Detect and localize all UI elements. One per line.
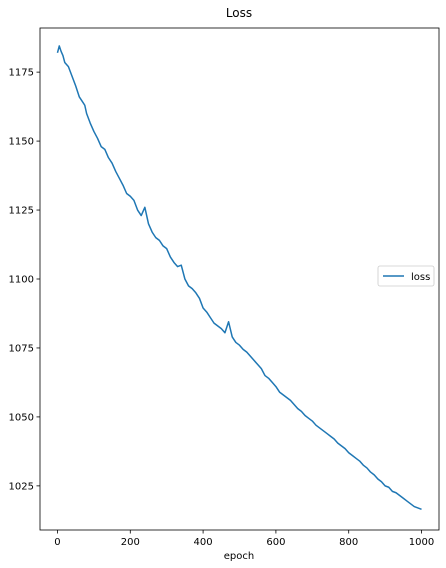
y-tick-label: 1025 — [9, 481, 34, 492]
y-tick-label: 1100 — [9, 275, 34, 286]
legend: loss — [377, 265, 435, 287]
legend-box — [377, 265, 435, 287]
y-tick-label: 1150 — [9, 137, 34, 148]
y-tick-label: 1075 — [9, 343, 34, 354]
x-tick-label: 800 — [339, 537, 358, 548]
data-lines — [56, 45, 422, 511]
series-line-loss — [56, 45, 422, 511]
x-tick-label: 0 — [54, 537, 60, 548]
y-tick-label: 1050 — [9, 412, 34, 423]
x-tick-label: 600 — [266, 537, 285, 548]
legend-label-loss: loss — [411, 272, 430, 283]
x-tick-label: 200 — [121, 537, 140, 548]
y-tick-label: 1125 — [9, 206, 34, 217]
chart-title: Loss — [226, 6, 252, 20]
x-axis-label: epoch — [224, 551, 254, 562]
plot-area — [39, 27, 440, 531]
x-tick-label: 400 — [194, 537, 213, 548]
plot-frame — [39, 27, 440, 531]
x-tick-label: 1000 — [409, 537, 434, 548]
y-tick-label: 1175 — [9, 68, 34, 79]
x-axis-ticks: 0 200 400 600 800 1000 — [54, 530, 434, 548]
y-axis-ticks: 1025 1050 1075 1100 1125 1150 1175 — [9, 68, 40, 492]
